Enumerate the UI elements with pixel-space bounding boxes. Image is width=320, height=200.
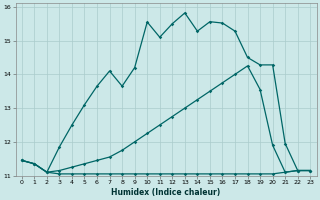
X-axis label: Humidex (Indice chaleur): Humidex (Indice chaleur) (111, 188, 221, 197)
